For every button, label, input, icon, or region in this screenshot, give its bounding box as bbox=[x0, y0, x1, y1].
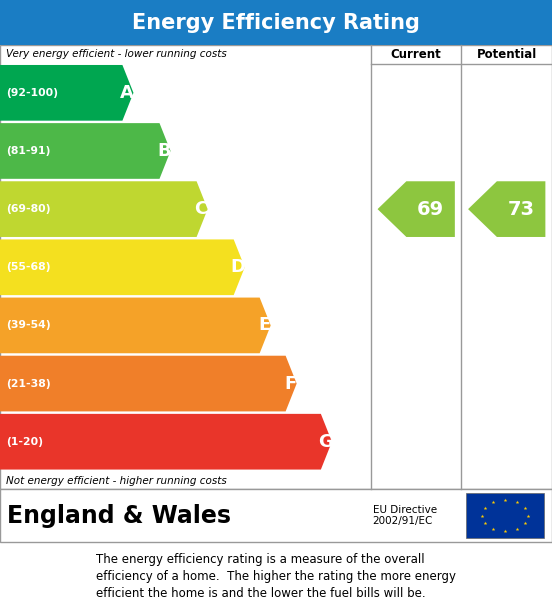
Text: E: E bbox=[258, 316, 270, 335]
Polygon shape bbox=[0, 297, 270, 353]
Bar bbox=[0, 489, 552, 542]
Text: The energy efficiency rating is a measure of the overall
efficiency of a home.  : The energy efficiency rating is a measur… bbox=[96, 552, 456, 600]
Text: F: F bbox=[284, 375, 296, 392]
Text: (92-100): (92-100) bbox=[7, 88, 59, 98]
Polygon shape bbox=[468, 181, 545, 237]
Polygon shape bbox=[0, 65, 134, 121]
Bar bbox=[466, 493, 544, 538]
Text: (69-80): (69-80) bbox=[7, 204, 51, 214]
Bar bbox=[0, 0, 552, 45]
Polygon shape bbox=[0, 181, 208, 237]
Text: 69: 69 bbox=[417, 200, 444, 219]
Text: B: B bbox=[157, 142, 171, 160]
Polygon shape bbox=[0, 240, 245, 295]
Text: Potential: Potential bbox=[476, 48, 537, 61]
Text: (1-20): (1-20) bbox=[7, 436, 44, 447]
Text: (55-68): (55-68) bbox=[7, 262, 51, 272]
Text: C: C bbox=[194, 200, 208, 218]
Text: Very energy efficient - lower running costs: Very energy efficient - lower running co… bbox=[6, 48, 226, 59]
Polygon shape bbox=[378, 181, 455, 237]
Text: (39-54): (39-54) bbox=[7, 321, 51, 330]
Text: (81-91): (81-91) bbox=[7, 146, 51, 156]
Polygon shape bbox=[0, 123, 171, 179]
Bar bbox=[0, 45, 552, 489]
Text: D: D bbox=[231, 258, 246, 276]
Text: Not energy efficient - higher running costs: Not energy efficient - higher running co… bbox=[6, 476, 226, 486]
Text: Energy Efficiency Rating: Energy Efficiency Rating bbox=[132, 13, 420, 32]
Polygon shape bbox=[0, 356, 296, 411]
Text: EU Directive
2002/91/EC: EU Directive 2002/91/EC bbox=[373, 504, 437, 527]
Text: Current: Current bbox=[391, 48, 442, 61]
Text: England & Wales: England & Wales bbox=[7, 503, 231, 528]
Text: G: G bbox=[318, 433, 333, 451]
Text: A: A bbox=[120, 84, 134, 102]
Text: 73: 73 bbox=[508, 200, 535, 219]
Text: (21-38): (21-38) bbox=[7, 379, 51, 389]
Polygon shape bbox=[0, 414, 332, 470]
